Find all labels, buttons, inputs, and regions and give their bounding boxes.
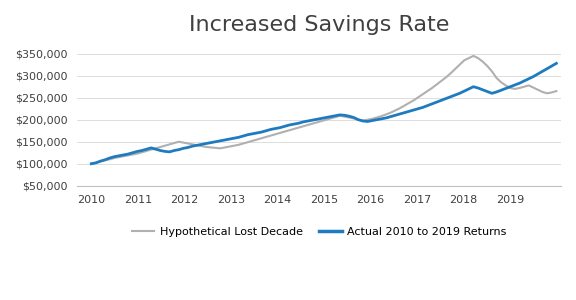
Hypothetical Lost Decade [175, 140, 182, 143]
Actual 2010 to 2019 Returns [488, 92, 495, 95]
Actual 2010 to 2019 Returns [175, 148, 182, 152]
Actual 2010 to 2019 Returns [189, 144, 196, 148]
Actual 2010 to 2019 Returns [415, 107, 422, 110]
Legend: Hypothetical Lost Decade, Actual 2010 to 2019 Returns: Hypothetical Lost Decade, Actual 2010 to… [127, 222, 511, 241]
Hypothetical Lost Decade [470, 54, 477, 58]
Actual 2010 to 2019 Returns [300, 120, 306, 124]
Hypothetical Lost Decade [415, 95, 422, 99]
Hypothetical Lost Decade [189, 142, 196, 146]
Hypothetical Lost Decade [88, 162, 95, 166]
Hypothetical Lost Decade [300, 124, 306, 128]
Actual 2010 to 2019 Returns [452, 93, 458, 97]
Hypothetical Lost Decade [452, 67, 458, 71]
Hypothetical Lost Decade [553, 89, 560, 93]
Line: Actual 2010 to 2019 Returns: Actual 2010 to 2019 Returns [92, 63, 556, 164]
Line: Hypothetical Lost Decade: Hypothetical Lost Decade [92, 56, 556, 164]
Title: Increased Savings Rate: Increased Savings Rate [189, 15, 449, 35]
Actual 2010 to 2019 Returns [553, 61, 560, 65]
Actual 2010 to 2019 Returns [88, 162, 95, 166]
Hypothetical Lost Decade [493, 76, 500, 80]
